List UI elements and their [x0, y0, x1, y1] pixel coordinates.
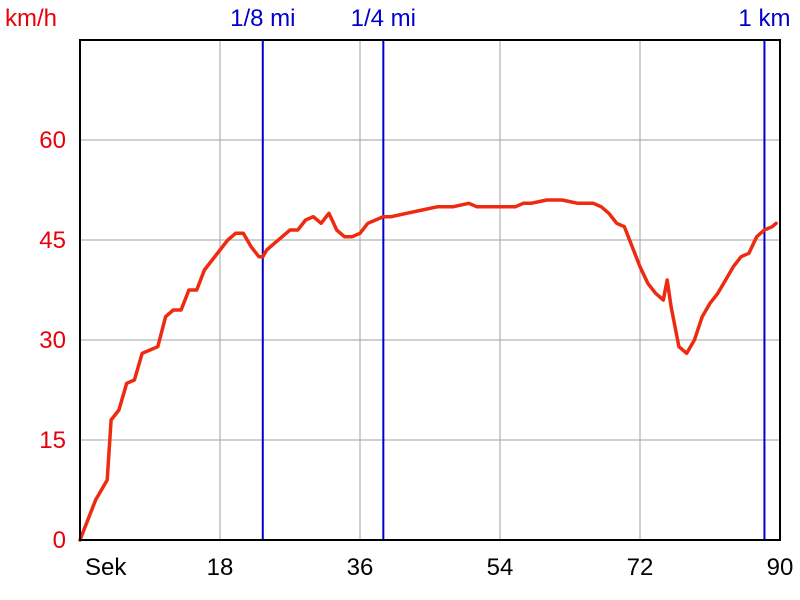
x-tick-labels: 18 36 54 72 90 [207, 554, 794, 581]
y-tick-label: 45 [39, 227, 66, 254]
gridlines [80, 40, 780, 540]
y-tick-label: 30 [39, 327, 66, 354]
x-tick-label: 90 [767, 554, 794, 581]
distance-marker-label: 1/8 mi [230, 5, 295, 32]
x-tick-label: 72 [627, 554, 654, 581]
x-tick-label: 36 [347, 554, 374, 581]
y-tick-label: 0 [53, 527, 66, 554]
x-tick-label: 18 [207, 554, 234, 581]
y-tick-label: 60 [39, 127, 66, 154]
x-tick-label: 54 [487, 554, 514, 581]
y-tick-labels: 0 15 30 45 60 [39, 127, 66, 554]
distance-markers: 1/8 mi 1/4 mi 1 km [230, 5, 790, 540]
y-tick-label: 15 [39, 427, 66, 454]
distance-marker-label: 1/4 mi [351, 5, 416, 32]
speed-series-line [78, 198, 778, 542]
series-layer [78, 198, 778, 542]
distance-marker-label: 1 km [738, 5, 790, 32]
x-axis-label: Sek [85, 554, 127, 581]
y-axis-label: km/h [5, 5, 57, 32]
plot-frame [79, 39, 781, 541]
